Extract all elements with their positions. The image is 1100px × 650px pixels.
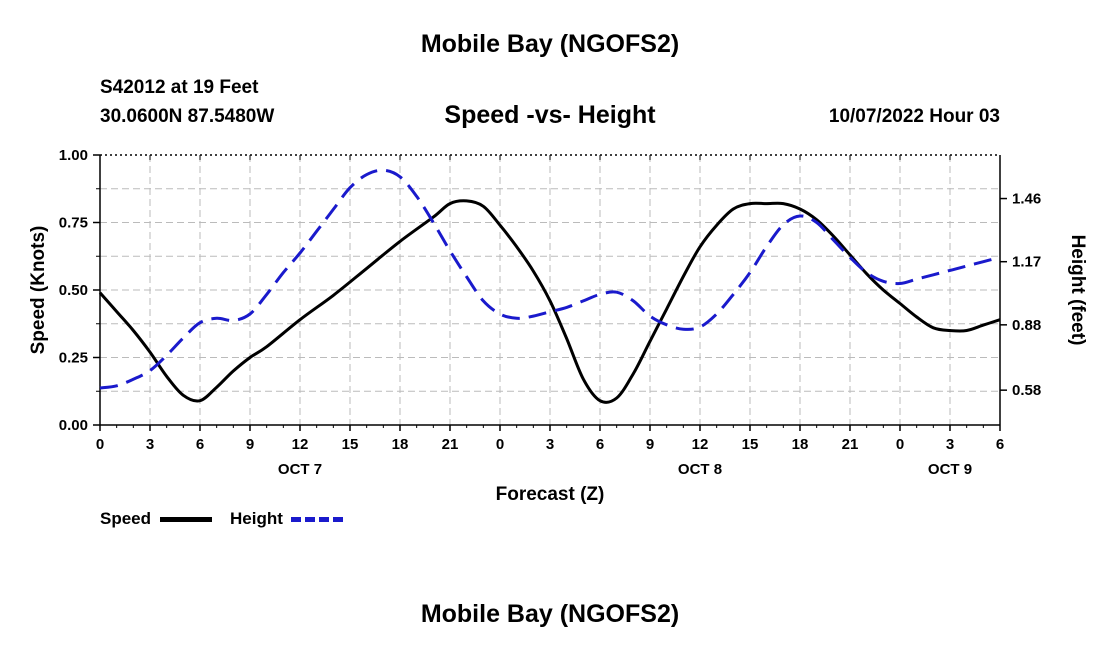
legend-height-swatch	[291, 517, 343, 522]
station-coordinates: 30.0600N 87.5480W	[100, 106, 275, 127]
x-tick-label: 6	[996, 436, 1004, 453]
x-axis-label: Forecast (Z)	[496, 484, 605, 505]
y-left-tick-label: 1.00	[59, 147, 88, 164]
x-tick-label: 21	[442, 436, 459, 453]
x-tick-label: 18	[392, 436, 409, 453]
y-left-axis-label: Speed (Knots)	[28, 226, 49, 355]
x-tick-label: 21	[842, 436, 859, 453]
x-tick-label: 3	[946, 436, 954, 453]
height-series-line	[99, 168, 1001, 390]
x-tick-label: 15	[742, 436, 759, 453]
y-left-tick-label: 0.50	[59, 282, 88, 299]
x-tick-label: 3	[146, 436, 154, 453]
y-left-tick-label: 0.00	[59, 417, 88, 434]
y-right-tick-label: 1.46	[1012, 191, 1041, 208]
x-tick-label: 9	[246, 436, 254, 453]
x-tick-label: 9	[646, 436, 654, 453]
day-label: OCT 7	[278, 461, 322, 478]
x-tick-label: 0	[896, 436, 904, 453]
x-tick-label: 6	[196, 436, 204, 453]
chart-title: Mobile Bay (NGOFS2)	[420, 30, 680, 58]
chart-subtitle: Speed -vs- Height	[444, 101, 656, 129]
y-left-tick-label: 0.75	[59, 215, 88, 232]
y-right-tick-label: 0.58	[1012, 382, 1041, 399]
legend-speed-swatch	[160, 517, 212, 522]
x-tick-label: 12	[692, 436, 709, 453]
y-right-tick-label: 0.88	[1012, 317, 1041, 334]
y-left-tick-label: 0.25	[59, 350, 88, 367]
x-tick-label: 0	[496, 436, 504, 453]
forecast-timestamp: 10/07/2022 Hour 03	[828, 106, 1000, 127]
x-tick-label: 6	[596, 436, 604, 453]
speed-height-chart: 0 3 6 9 12 15 18 21 0 3 6 9 12 15 18 21 0 3 6 OCT 7 OCT 8 OCT…	[28, 147, 1088, 505]
x-tick-label: 3	[546, 436, 554, 453]
day-label: OCT 8	[678, 461, 722, 478]
x-tick-label: 12	[292, 436, 309, 453]
x-tick-label: 0	[96, 436, 104, 453]
legend-speed-label: Speed	[100, 509, 152, 528]
y-right-axis-label: Height (feet)	[1067, 235, 1088, 346]
repeated-chart-title: Mobile Bay (NGOFS2)	[420, 600, 680, 628]
x-tick-label: 15	[342, 436, 359, 453]
legend-height-label: Height	[230, 509, 283, 528]
x-tick-label: 18	[792, 436, 809, 453]
y-right-tick-label: 1.17	[1012, 254, 1041, 271]
speed-series-line	[98, 199, 1001, 404]
station-label: S42012 at 19 Feet	[100, 77, 259, 98]
day-label: OCT 9	[928, 461, 972, 478]
